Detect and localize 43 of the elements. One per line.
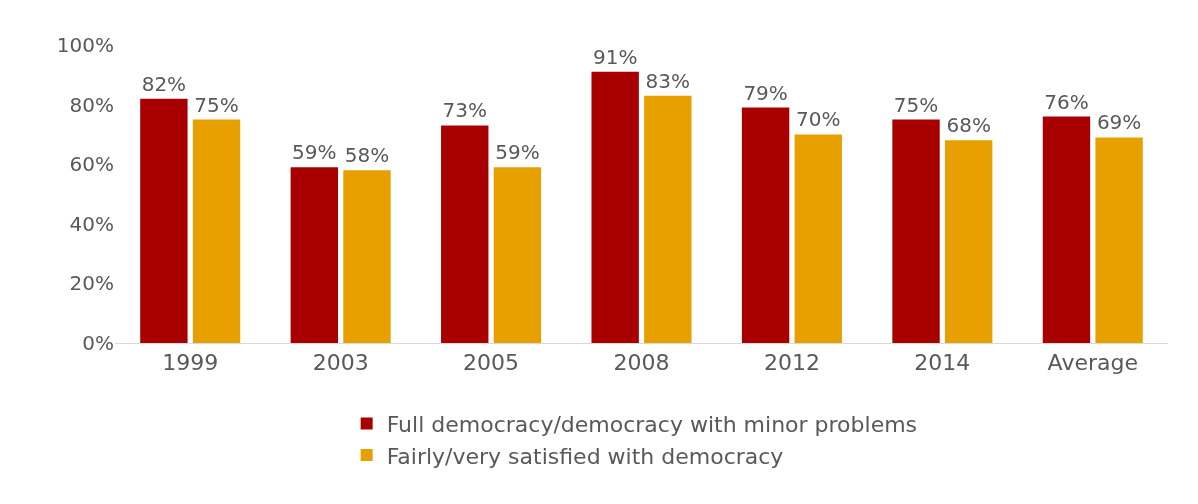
bar xyxy=(290,167,339,343)
data-label: 75% xyxy=(893,92,939,117)
legend-label: Full democracy/democracy with minor problems xyxy=(386,411,918,437)
bar xyxy=(192,119,241,343)
data-label: 75% xyxy=(194,92,239,117)
bar xyxy=(1095,137,1143,343)
x-tick-label: 1999 xyxy=(162,350,219,376)
data-label: 82% xyxy=(141,71,187,96)
x-tick-label: 2003 xyxy=(312,350,369,376)
data-label: 91% xyxy=(592,44,638,69)
data-label: 69% xyxy=(1096,110,1142,135)
x-tick-label: 2005 xyxy=(463,350,520,376)
x-tick-label: 2012 xyxy=(763,350,820,376)
data-label: 70% xyxy=(796,107,841,132)
data-label: 83% xyxy=(645,68,691,93)
bar xyxy=(441,125,489,343)
data-label: 59% xyxy=(292,140,337,165)
y-tick-label: 80% xyxy=(69,92,114,117)
data-label: 73% xyxy=(442,98,487,123)
bar xyxy=(591,71,639,343)
bar xyxy=(892,119,940,343)
data-label: 76% xyxy=(1044,89,1089,114)
legend-label: Fairly/very satisfied with democracy xyxy=(386,443,784,469)
bar xyxy=(1042,116,1091,343)
data-label: 59% xyxy=(495,140,540,165)
y-tick-label: 40% xyxy=(69,211,114,236)
data-label: 79% xyxy=(743,80,788,105)
y-tick-label: 100% xyxy=(56,33,114,57)
data-label: 68% xyxy=(946,113,991,138)
x-tick-label: Average xyxy=(1047,350,1138,376)
bar xyxy=(944,140,993,343)
x-tick-label: 2014 xyxy=(914,350,971,376)
x-tick-label: 2008 xyxy=(613,350,670,376)
bar xyxy=(493,167,542,343)
y-tick-label: 60% xyxy=(69,152,114,177)
bar xyxy=(343,170,391,343)
y-tick-label: 0% xyxy=(82,331,114,355)
bar xyxy=(794,134,842,343)
bar xyxy=(644,95,692,343)
bar xyxy=(140,98,188,343)
bar xyxy=(741,107,790,343)
data-label: 58% xyxy=(344,143,390,168)
y-tick-label: 20% xyxy=(69,271,114,296)
